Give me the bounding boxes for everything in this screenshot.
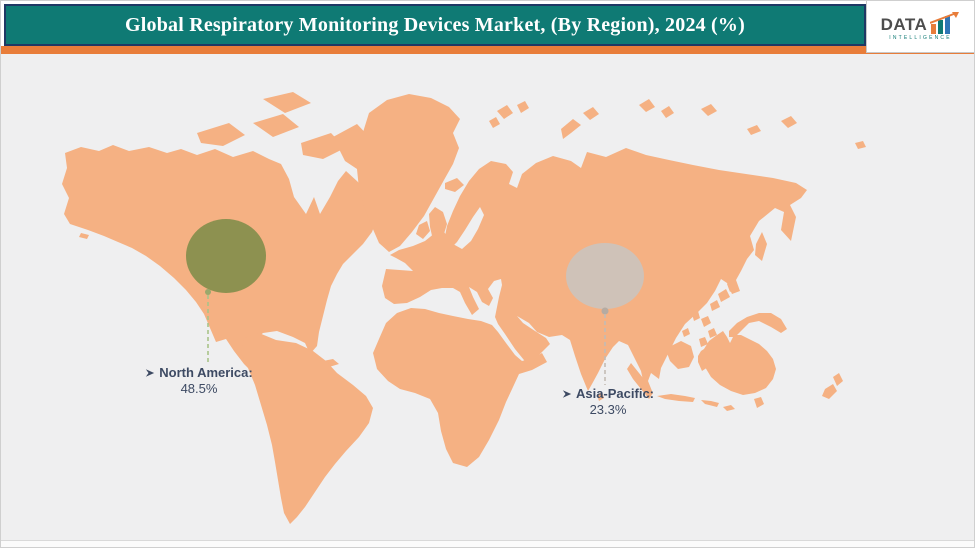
region-name: North America: — [159, 365, 253, 380]
arrow-bullet-icon — [146, 369, 155, 377]
continents — [62, 92, 866, 524]
region-label-asia-pacific: Asia-Pacific: 23.3% — [518, 386, 698, 418]
accent-bar — [1, 46, 974, 54]
leader-dot-north-america — [205, 289, 211, 295]
logo-bars-icon — [930, 12, 960, 34]
region-marker-asia-pacific — [566, 243, 644, 309]
continent-africa — [373, 308, 547, 467]
region-value: 23.3% — [589, 402, 627, 417]
logo-subtitle: INTELLIGENCE — [889, 35, 952, 41]
world-map — [1, 54, 974, 540]
continent-australia — [702, 331, 776, 395]
region-value: 48.5% — [180, 381, 218, 396]
leader-dot-asia-pacific — [601, 307, 609, 315]
bottom-border — [1, 540, 974, 547]
continent-south-america — [241, 333, 373, 524]
logo-data-text: DATA — [880, 15, 928, 34]
arrow-bullet-icon — [562, 390, 572, 398]
page-title: Global Respiratory Monitoring Devices Ma… — [125, 13, 745, 36]
world-map-svg — [62, 92, 866, 524]
region-label-north-america: North America: 48.5% — [109, 365, 289, 397]
region-marker-north-america — [186, 219, 266, 293]
logo: DATA INTELLIGENCE — [866, 1, 974, 53]
region-name: Asia-Pacific: — [575, 386, 655, 401]
header-band: Global Respiratory Monitoring Devices Ma… — [4, 4, 866, 46]
continent-greenland — [357, 94, 460, 252]
